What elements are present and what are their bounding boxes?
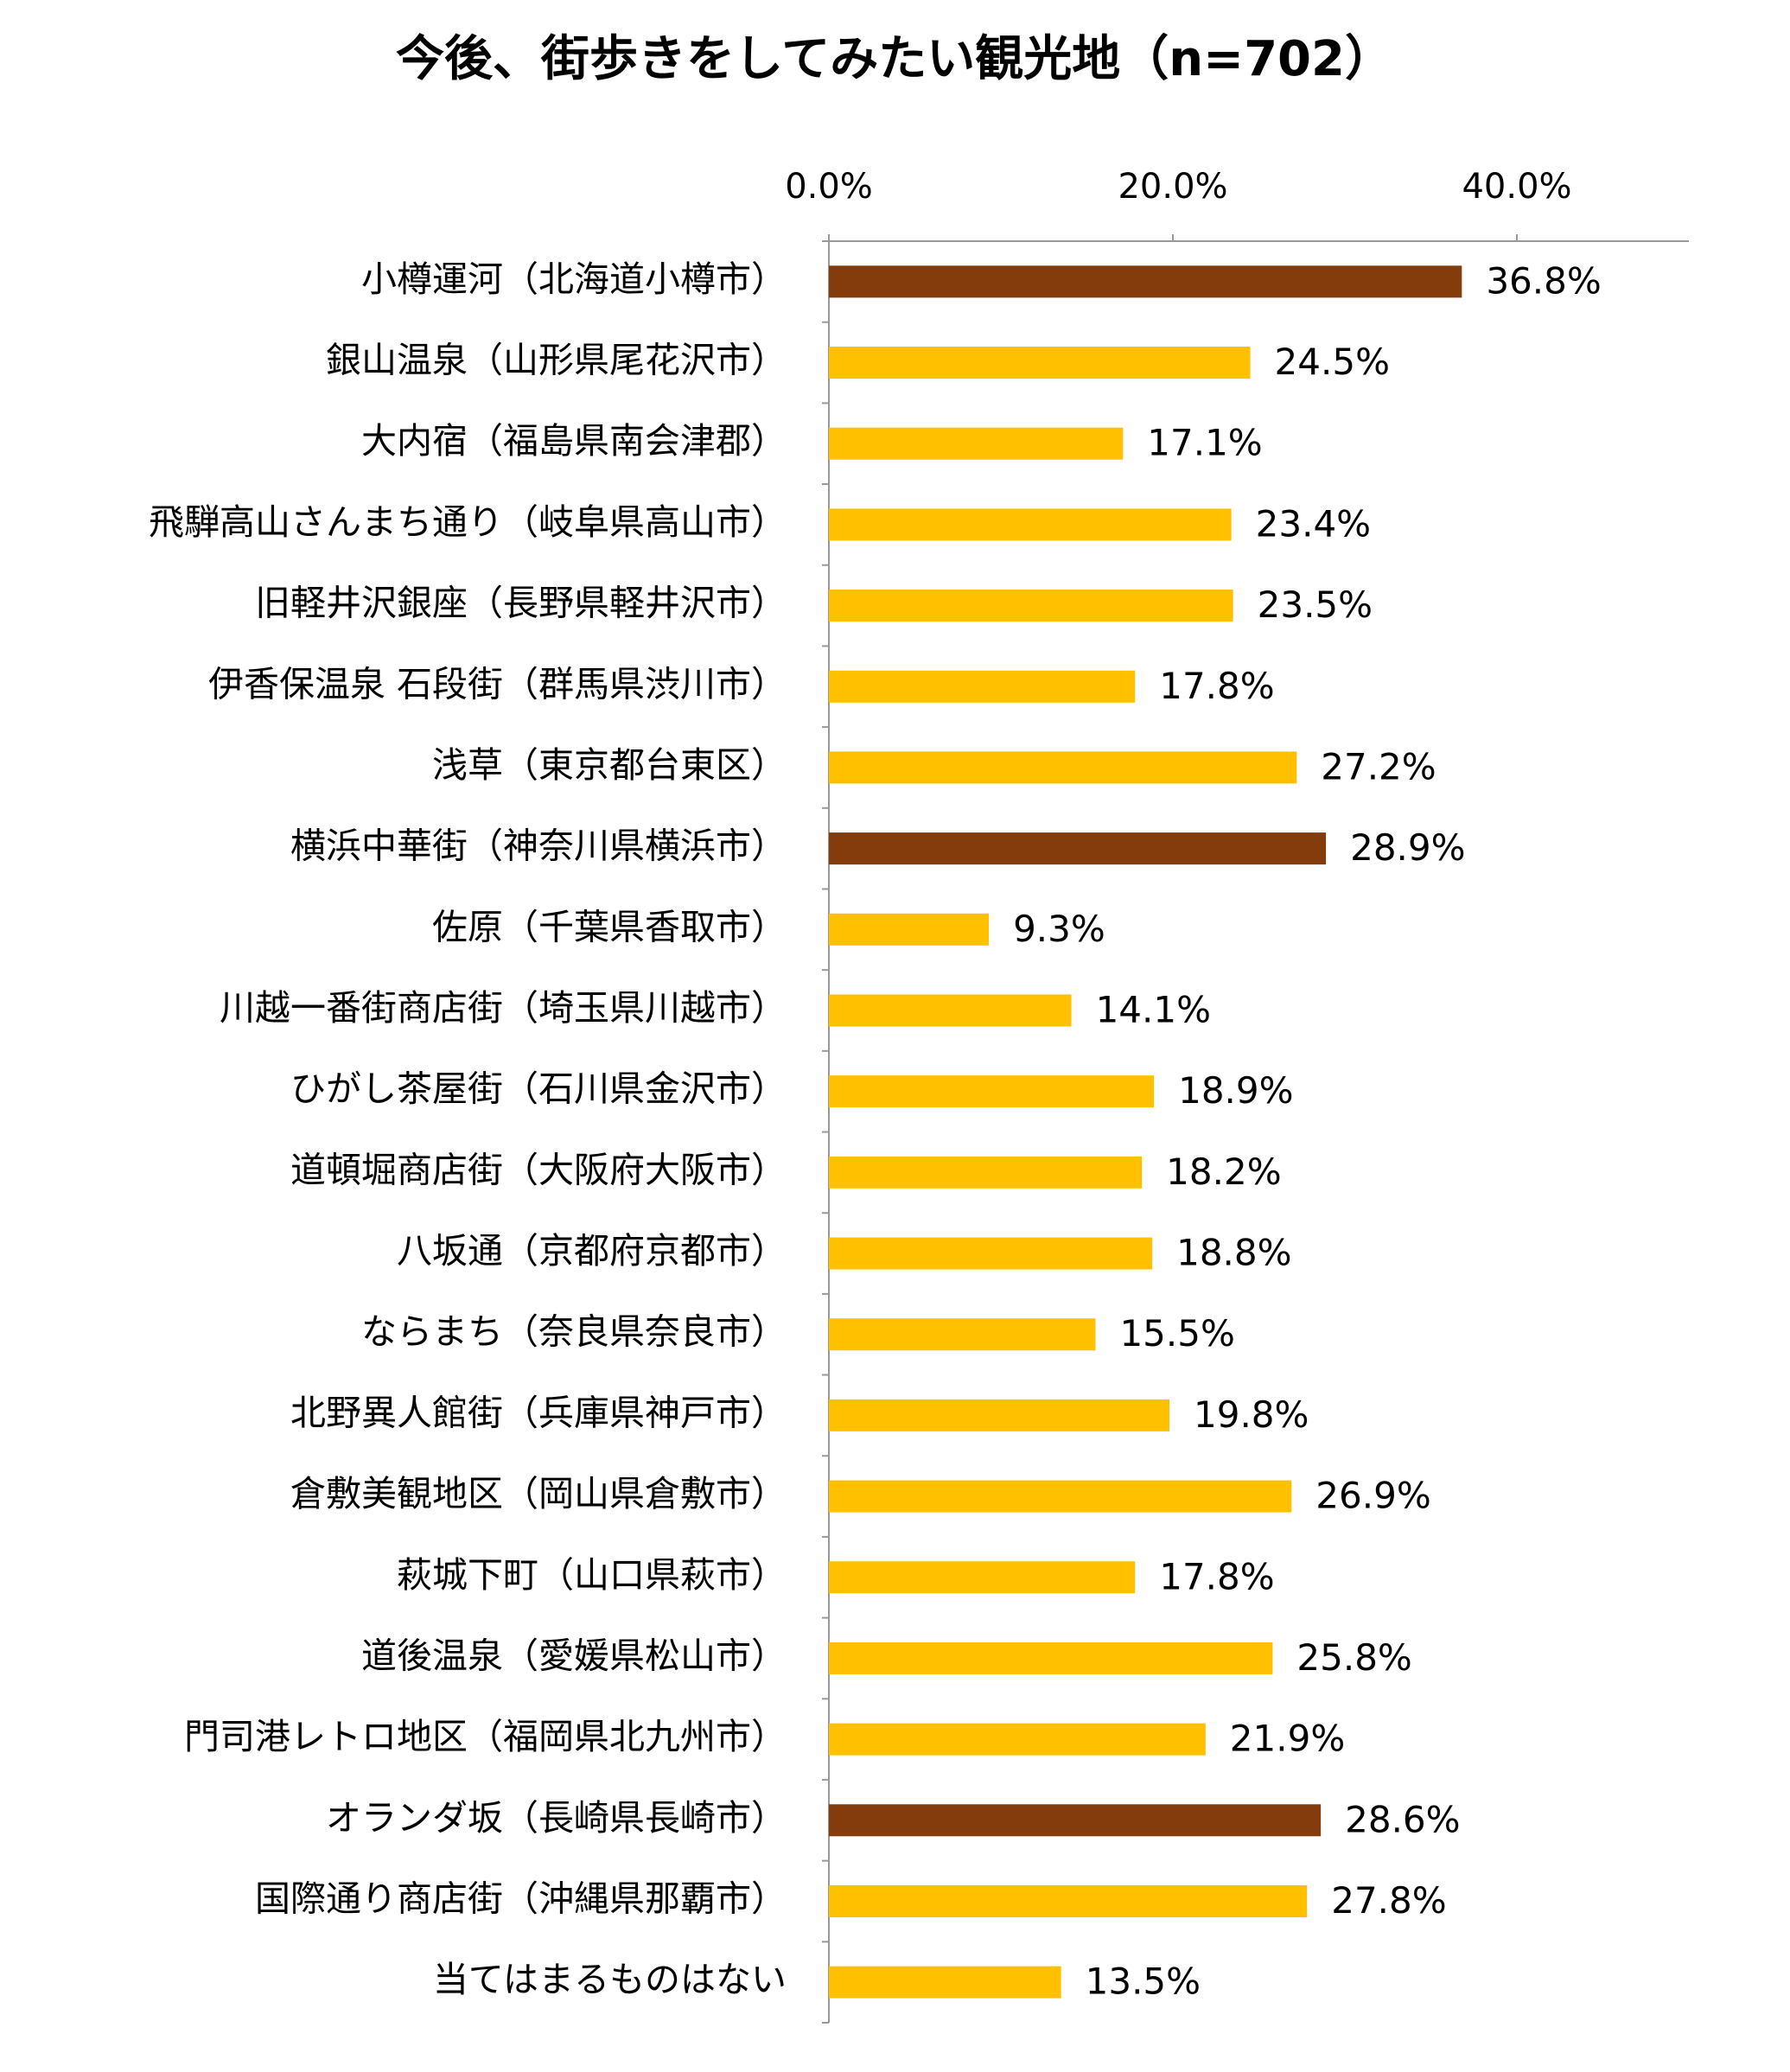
y-tick-label: 国際通り商店街（沖縄県那覇市） [255,1878,787,1919]
bar [829,1237,1153,1270]
y-tick-label: 銀山温泉（山形県尾花沢市） [326,340,787,381]
bar [829,1642,1273,1674]
y-tick-label: 倉敷美観地区（岡山県倉敷市） [290,1473,787,1514]
bar [829,427,1124,460]
y-tick-label: 旧軽井沢銀座（長野県軽井沢市） [255,583,787,624]
y-tick-label: 北野異人館街（兵庫県神戸市） [290,1392,787,1433]
value-label: 17.8% [1159,1555,1274,1597]
y-tick-label: 道頓堀商店街（大阪府大阪市） [290,1149,787,1190]
value-label: 9.3% [1013,908,1105,950]
x-tick-label: 20.0% [1118,167,1227,207]
bar [829,265,1462,298]
value-label: 28.6% [1345,1798,1460,1840]
bar [829,1156,1143,1189]
y-tick-label: オランダ坂（長崎県長崎市） [326,1797,787,1839]
y-tick-label: ならまち（奈良県奈良市） [361,1311,787,1353]
bar [829,1966,1061,1999]
bar [829,1804,1322,1837]
value-label: 26.9% [1315,1475,1430,1517]
y-tick-label: 八坂通（京都府京都市） [397,1230,787,1272]
value-label: 27.8% [1331,1879,1446,1922]
y-tick-label: 飛騨高山さんまち通り（岐阜県高山市） [149,501,787,543]
value-label: 23.4% [1256,502,1371,545]
y-tick-label: 門司港レトロ地区（福岡県北九州市） [184,1716,787,1757]
bar [829,508,1232,541]
value-label: 18.8% [1176,1232,1291,1274]
value-label: 28.9% [1350,826,1465,869]
value-label: 14.1% [1096,988,1211,1030]
value-label: 18.2% [1166,1151,1281,1193]
value-label: 23.5% [1258,583,1373,626]
value-label: 17.1% [1147,422,1262,464]
bar [829,832,1327,865]
y-tick-label: 道後温泉（愛媛県松山市） [361,1635,787,1676]
x-tick-label: 0.0% [785,167,873,207]
bar [829,751,1297,784]
bar [829,994,1072,1027]
bar [829,1480,1292,1513]
value-label: 17.8% [1159,665,1274,707]
bar [829,1884,1308,1917]
bar [829,1723,1206,1756]
chart-title: 今後、街歩きをしてみたい観光地（n=702） [396,31,1393,87]
y-tick-label: 小樽運河（北海道小樽市） [361,258,787,300]
y-tick-label: 川越一番街商店街（埼玉県川越市） [220,987,787,1029]
value-label: 13.5% [1086,1960,1201,2003]
value-label: 36.8% [1486,259,1601,302]
value-label: 24.5% [1275,341,1390,383]
y-tick-label: 伊香保温泉 石段街（群馬県渋川市） [208,663,787,704]
value-label: 15.5% [1119,1312,1234,1355]
y-tick-label: 大内宿（福島県南会津郡） [361,420,787,462]
bar [829,1561,1136,1594]
value-label: 18.9% [1178,1069,1293,1112]
value-label: 21.9% [1230,1718,1345,1760]
y-tick-label: 浅草（東京都台東区） [432,744,787,786]
bar [829,670,1136,703]
y-tick-label: 佐原（千葉県香取市） [432,906,787,947]
value-label: 19.8% [1194,1393,1309,1436]
value-label: 27.2% [1321,745,1436,787]
value-label: 25.8% [1296,1636,1411,1679]
bar [829,590,1233,622]
bar [829,913,990,946]
bar [829,1318,1096,1351]
y-tick-label: ひがし茶屋街（石川県金沢市） [290,1068,787,1110]
y-tick-label: 萩城下町（山口県萩市） [397,1554,787,1596]
bar [829,1399,1170,1431]
x-tick-label: 40.0% [1462,167,1571,207]
y-tick-label: 当てはまるものはない [433,1959,787,2000]
bar [829,1075,1155,1108]
bar [829,347,1251,379]
y-tick-label: 横浜中華街（神奈川県横浜市） [290,826,787,867]
